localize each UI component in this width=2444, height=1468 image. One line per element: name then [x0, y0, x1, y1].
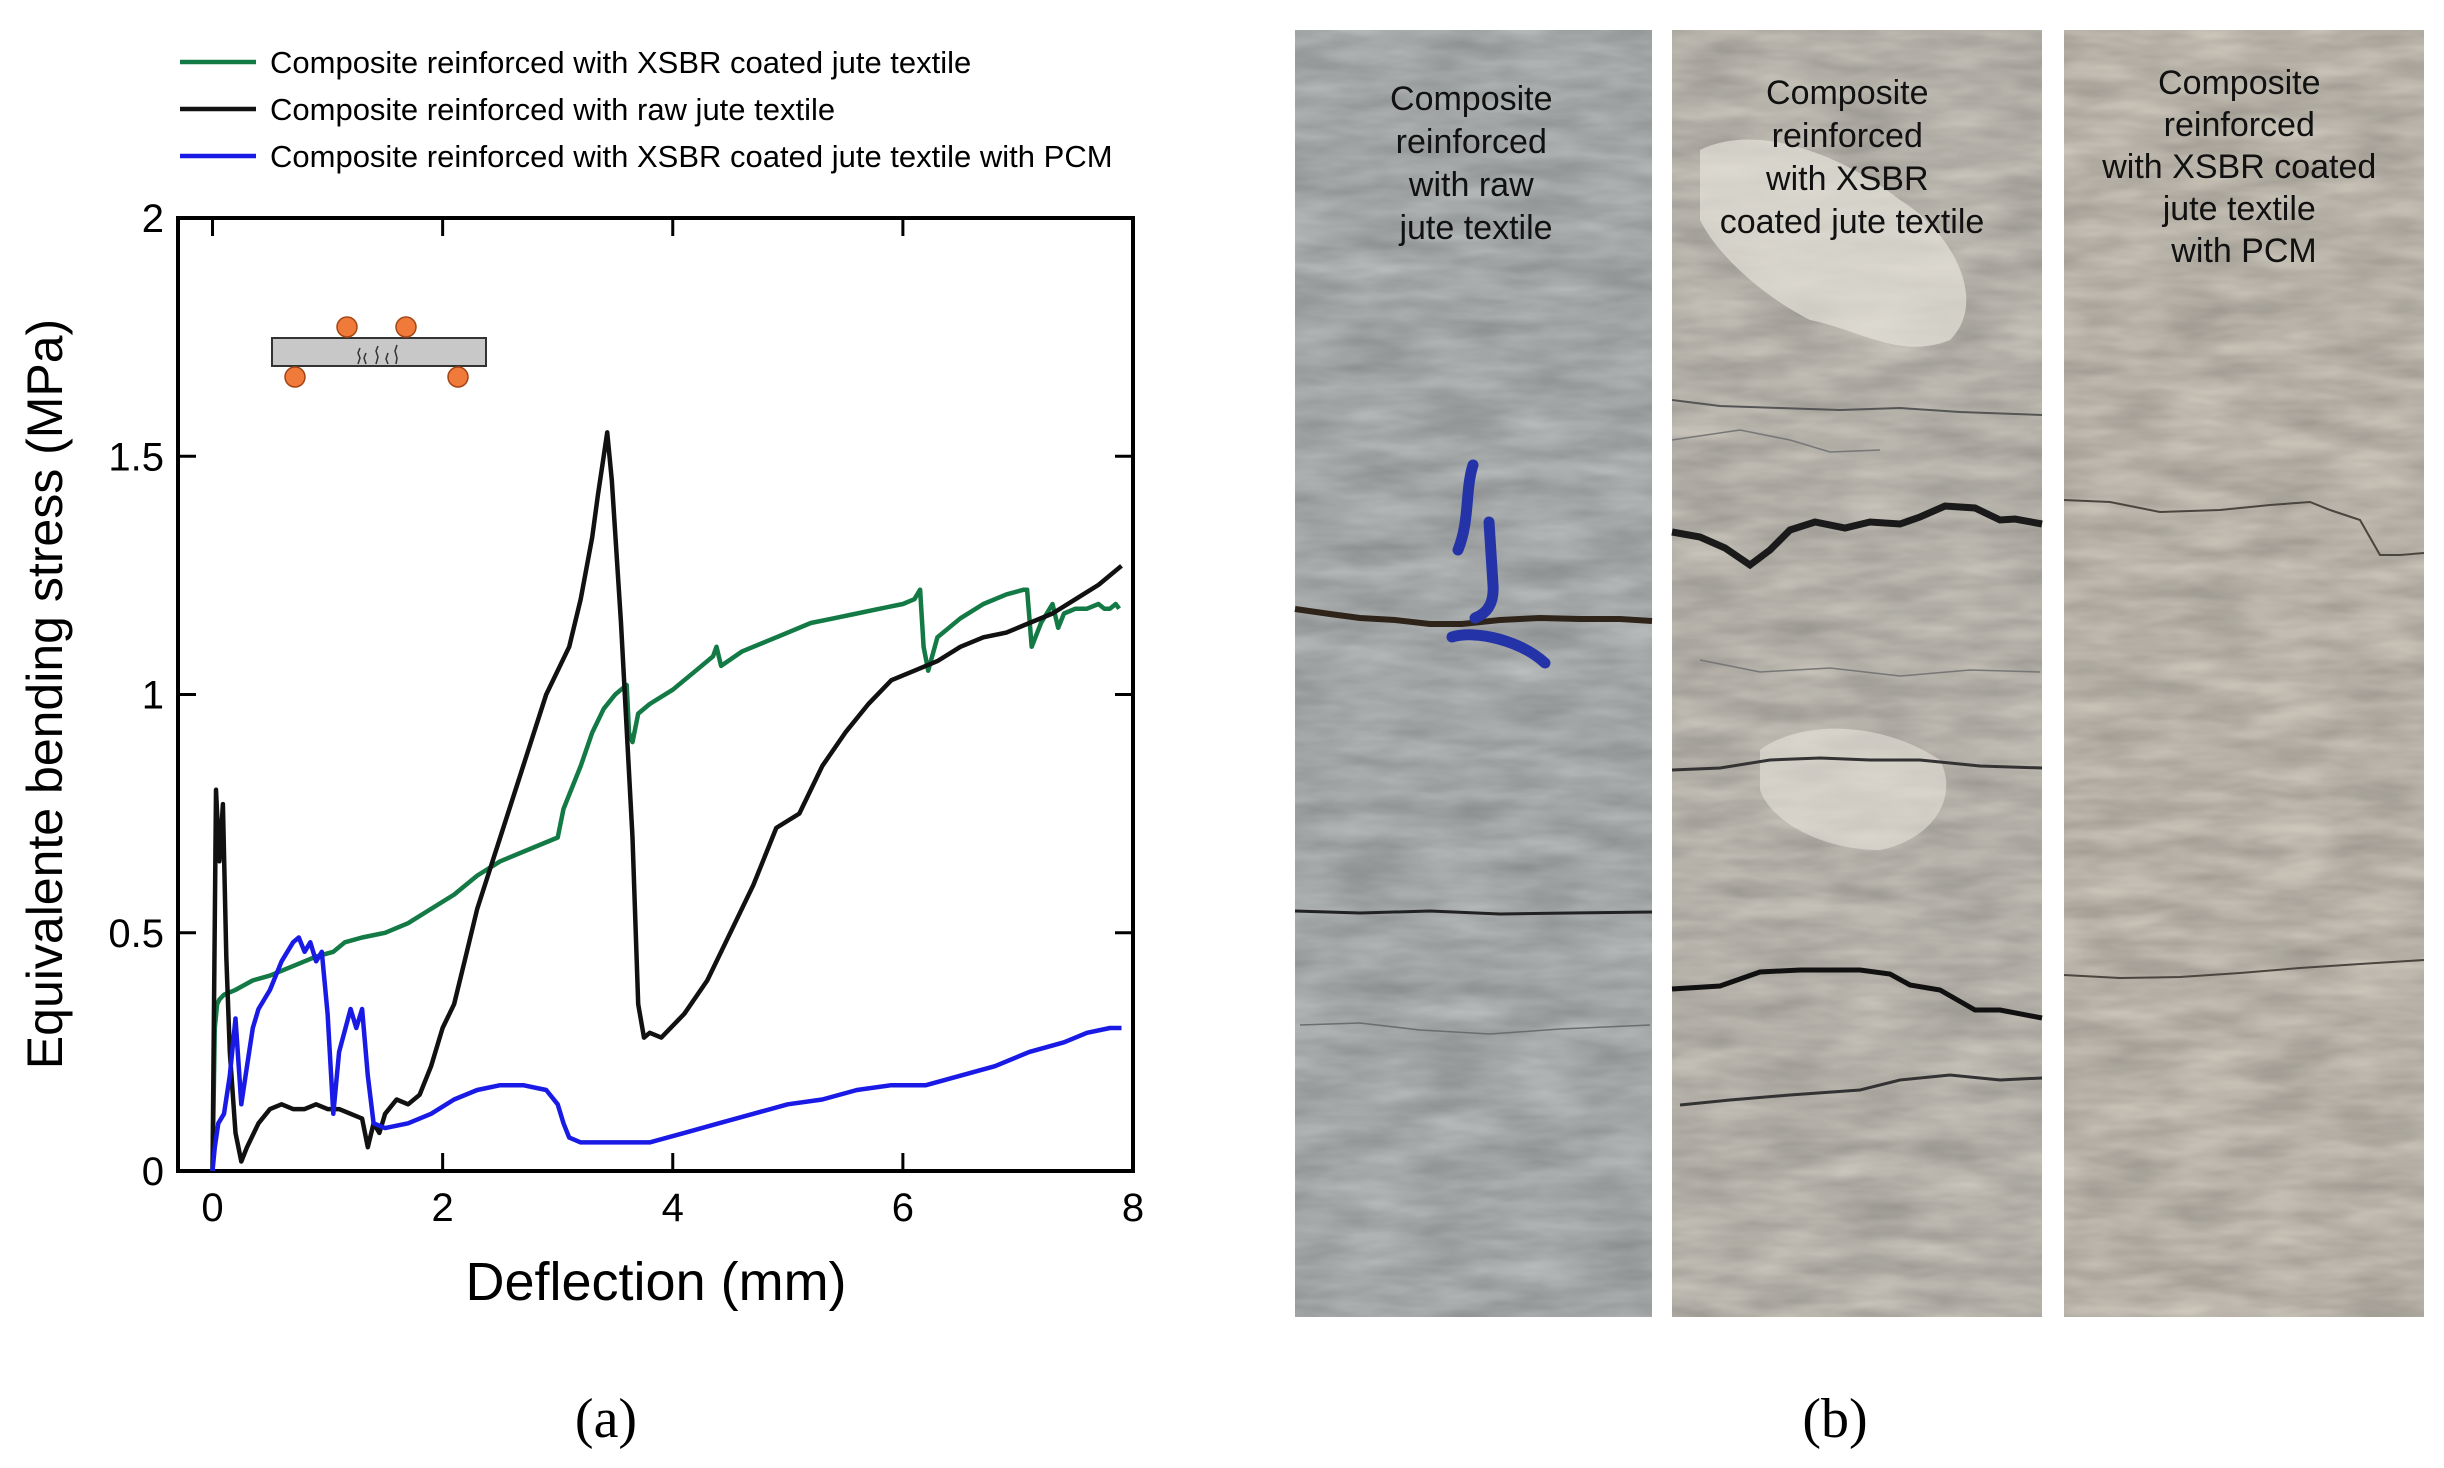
marker-annotation [1446, 459, 1551, 669]
hairline-crack [2063, 499, 2425, 556]
y-tick-label: 1.5 [108, 435, 164, 479]
hairline-crack [1699, 659, 2041, 677]
legend-label-2: Composite reinforced with raw jute texti… [270, 92, 835, 127]
specimen-label: Composite reinforced with XSBR coated ju… [2101, 64, 2385, 270]
x-tick-label: 2 [432, 1186, 454, 1230]
schematic-support-roller-left [284, 366, 306, 388]
hairline-crack [2063, 959, 2425, 980]
surface-texture [2064, 30, 2424, 1317]
x-tick-label: 0 [201, 1186, 223, 1230]
legend: Composite reinforced with XSBR coated ju… [180, 45, 1113, 174]
main-crack [1671, 502, 2043, 570]
legend-label-1: Composite reinforced with XSBR coated ju… [270, 45, 971, 80]
series-layer [210, 430, 1123, 1172]
specimen-photo-xsbr-coated: Composite reinforced with XSBR coated ju… [1671, 30, 2043, 1317]
y-tick-label: 0 [142, 1150, 164, 1194]
specimen-label: Composite reinforced with XSBR coated ju… [1720, 74, 1985, 241]
schematic-load-roller-right [395, 316, 417, 338]
y-tick-label: 2 [142, 197, 164, 241]
series-line-1 [210, 587, 1122, 1172]
secondary-crack [1671, 967, 2043, 1021]
panel-b-caption: (b) [1802, 1388, 1867, 1450]
coating-patch [1700, 139, 1967, 347]
y-tick-label: 0.5 [108, 912, 164, 956]
y-tick-label: 1 [142, 674, 164, 718]
schematic-support-roller-right [447, 366, 469, 388]
series-line-3 [210, 935, 1122, 1172]
x-tick-label: 8 [1122, 1186, 1144, 1230]
hairline-crack [1671, 756, 2043, 772]
panel-b-photos: Composite reinforced with raw jute texti… [1294, 30, 2425, 1450]
surface-texture [1295, 30, 1652, 1317]
panel-a-caption: (a) [575, 1388, 637, 1450]
axis-ticks: 0 2 4 6 8 0 0.5 1 1.5 2 [108, 197, 1144, 1230]
schematic-cracks [357, 344, 398, 365]
specimen-label: Composite reinforced with raw jute texti… [1390, 80, 1562, 247]
legend-label-3: Composite reinforced with XSBR coated ju… [270, 139, 1113, 174]
y-axis-label: Equivalente bending stress (MPa) [17, 319, 73, 1069]
x-axis-label: Deflection (mm) [465, 1252, 846, 1312]
series-line-2 [210, 430, 1123, 1172]
hairline-crack [1679, 1073, 2043, 1107]
specimen-photo-raw-jute: Composite reinforced with raw jute texti… [1294, 30, 1653, 1317]
secondary-crack [1294, 909, 1653, 916]
main-crack [1294, 606, 1653, 627]
schematic-specimen [271, 337, 487, 367]
bending-test-schematic [271, 316, 487, 388]
hairline-crack [1671, 399, 2043, 416]
panel-a-chart: Composite reinforced with XSBR coated ju… [17, 45, 1144, 1450]
hairline-crack [1671, 429, 1881, 453]
specimen-photo-xsbr-coated-pcm: Composite reinforced with XSBR coated ju… [2063, 30, 2425, 1317]
hairline-crack [1299, 1022, 1651, 1035]
schematic-load-roller-left [336, 316, 358, 338]
x-tick-label: 4 [662, 1186, 684, 1230]
x-tick-label: 6 [892, 1186, 914, 1230]
